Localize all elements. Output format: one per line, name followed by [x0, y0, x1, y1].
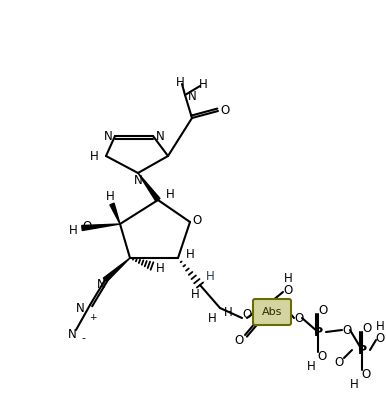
Text: H: H — [306, 359, 315, 372]
Text: O: O — [318, 304, 328, 317]
Text: -: - — [81, 333, 85, 343]
Text: H: H — [176, 75, 185, 89]
Polygon shape — [103, 258, 130, 282]
Text: H: H — [69, 225, 77, 238]
Text: H: H — [223, 307, 232, 319]
Text: O: O — [242, 309, 252, 322]
Polygon shape — [138, 173, 160, 201]
Text: H: H — [191, 287, 200, 300]
Text: P: P — [357, 344, 367, 357]
Text: N: N — [68, 329, 76, 342]
Text: O: O — [295, 312, 304, 324]
Text: O: O — [234, 334, 244, 347]
Text: O: O — [342, 324, 352, 337]
Text: H: H — [350, 377, 358, 391]
Text: N: N — [134, 173, 142, 186]
Text: N: N — [103, 129, 112, 143]
Text: O: O — [283, 283, 293, 297]
Text: H: H — [284, 272, 292, 285]
Text: H: H — [208, 312, 217, 324]
Text: Abs: Abs — [262, 307, 282, 317]
Text: N: N — [188, 91, 196, 104]
Text: H: H — [156, 262, 164, 275]
Text: H: H — [90, 149, 98, 163]
Text: O: O — [220, 104, 230, 117]
Text: P: P — [313, 325, 323, 339]
Polygon shape — [110, 203, 120, 224]
Text: H: H — [376, 320, 384, 334]
FancyBboxPatch shape — [253, 299, 291, 325]
Text: O: O — [82, 220, 91, 233]
Text: H: H — [106, 190, 114, 203]
Text: O: O — [361, 369, 371, 381]
Text: N: N — [76, 302, 85, 314]
Text: O: O — [375, 332, 384, 344]
Text: O: O — [362, 322, 372, 334]
Text: H: H — [199, 79, 207, 92]
Text: H: H — [186, 248, 195, 262]
Text: N: N — [156, 129, 164, 143]
Text: O: O — [334, 357, 344, 369]
Text: O: O — [192, 213, 201, 226]
Text: O: O — [317, 351, 327, 364]
Text: +: + — [89, 312, 97, 322]
Text: H: H — [166, 188, 174, 201]
Polygon shape — [82, 224, 120, 230]
Text: N: N — [96, 278, 105, 292]
Text: H: H — [206, 270, 214, 282]
